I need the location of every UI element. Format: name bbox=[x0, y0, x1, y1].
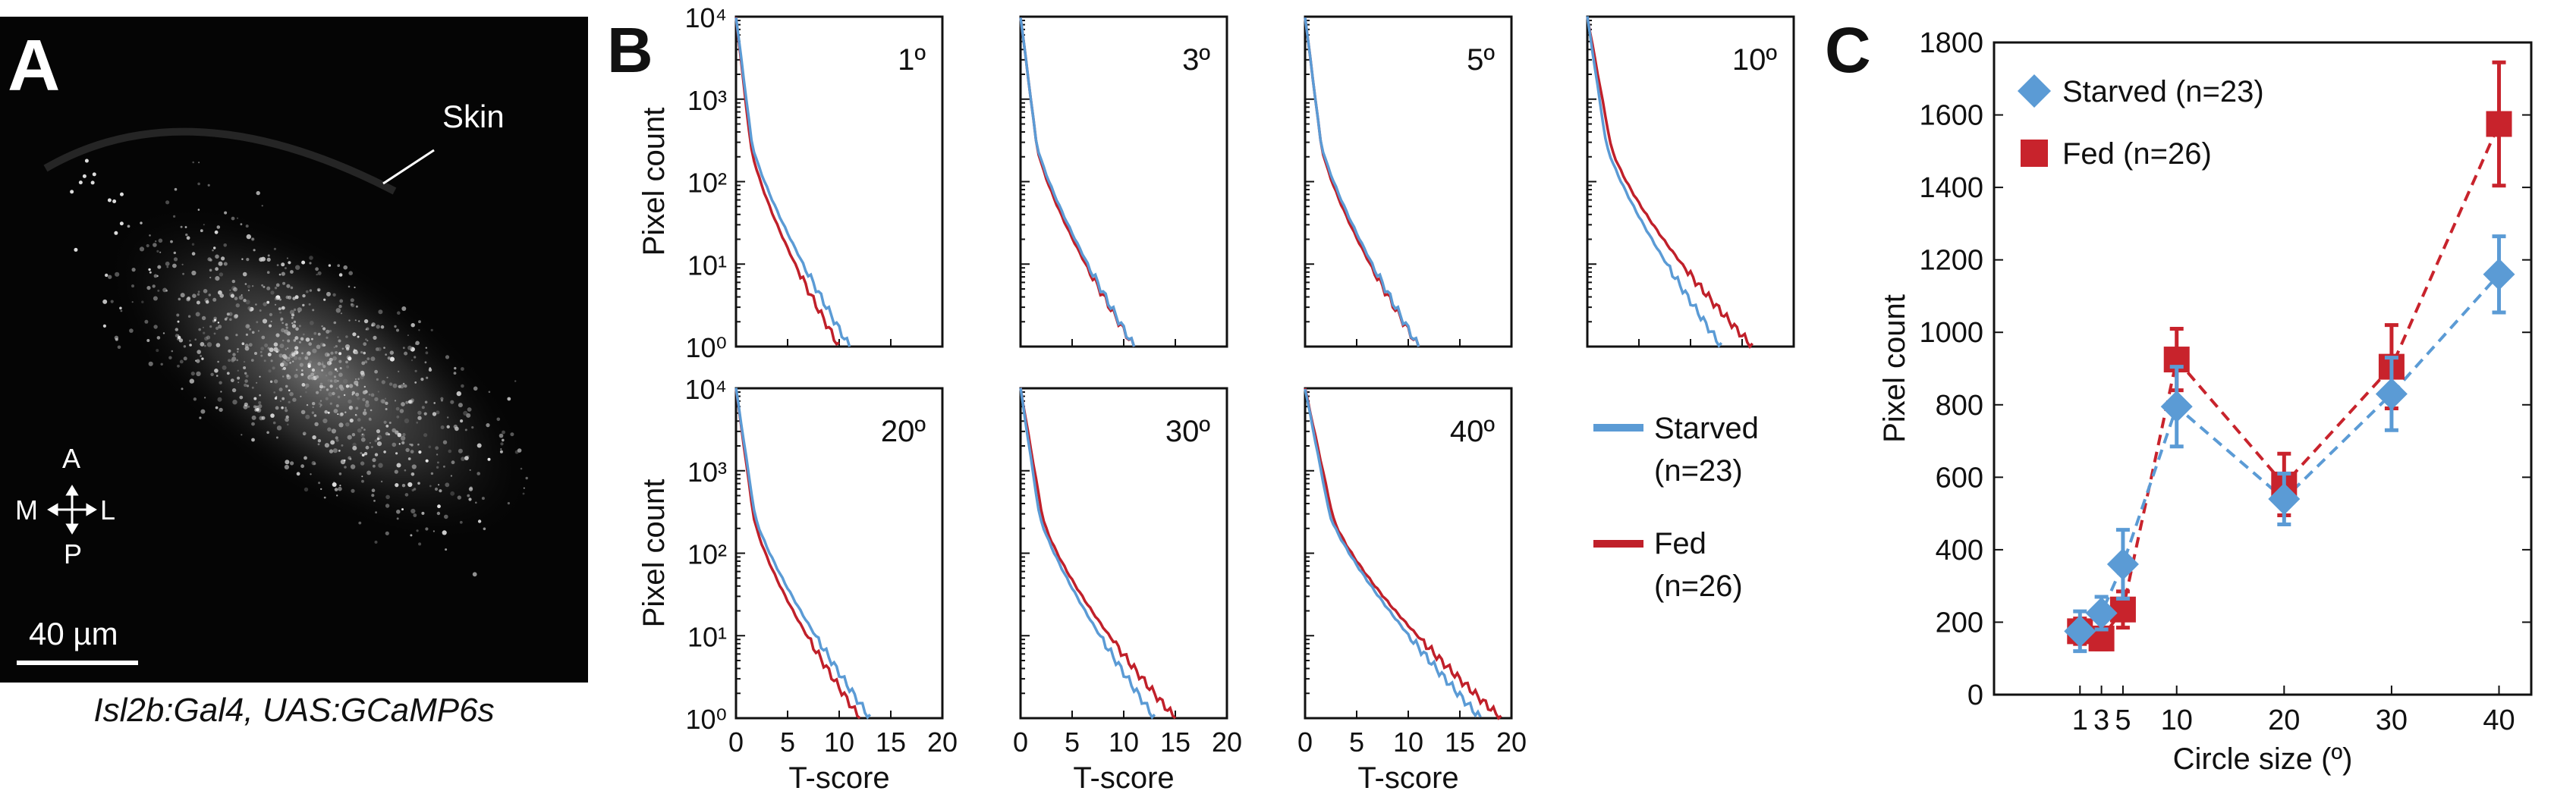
histogram-1: 1º 10⁰ 10¹ 10² 10³ 10⁴ Pixel count bbox=[637, 2, 944, 363]
legend-starved-n: (n=23) bbox=[1654, 454, 1743, 488]
y-tick-label: 10⁴ bbox=[684, 2, 727, 33]
x-tick-label: 20 bbox=[1212, 727, 1242, 758]
histogram-6: 30º 0 5 10 15 20 T-score bbox=[1013, 387, 1242, 794]
y-axis-label: Pixel count bbox=[637, 479, 671, 628]
y-tick-label: 10³ bbox=[687, 85, 727, 116]
x-tick-label: 0 bbox=[728, 727, 744, 758]
starved-curve bbox=[1304, 17, 1420, 347]
compass-medial: M bbox=[15, 494, 38, 526]
x-tick-label: 0 bbox=[1013, 727, 1028, 758]
starved-curve bbox=[734, 388, 872, 720]
legend-starved-label: Starved bbox=[1654, 412, 1759, 445]
x-tick-label: 5 bbox=[1065, 727, 1080, 758]
y-tick-label: 10⁰ bbox=[686, 704, 727, 735]
scale-bar-label: 40 µm bbox=[29, 616, 118, 651]
fluorescence-image bbox=[17, 127, 534, 665]
x-tick-label: 20 bbox=[927, 727, 958, 758]
x-tick-label: 15 bbox=[1160, 727, 1190, 758]
x-tick-label: 10 bbox=[1109, 727, 1139, 758]
skin-edge bbox=[43, 127, 397, 195]
fed-curve bbox=[734, 17, 840, 347]
x-axis-label: T-score bbox=[788, 761, 889, 794]
fed-curve bbox=[734, 388, 861, 720]
starved-curve bbox=[1304, 388, 1482, 718]
y-tick-label: 10⁴ bbox=[684, 374, 727, 405]
y-tick-label: 10³ bbox=[687, 457, 727, 488]
starved-curve bbox=[1019, 388, 1156, 720]
fluorescent-speckles bbox=[70, 158, 528, 577]
y-tick-label: 10¹ bbox=[687, 249, 727, 281]
compass-arrows bbox=[47, 485, 97, 535]
histogram-3: 5º bbox=[1304, 15, 1513, 348]
subplot-label: 3º bbox=[1182, 43, 1210, 77]
subplot-label: 40º bbox=[1450, 415, 1495, 448]
y-tick-label: 10¹ bbox=[687, 621, 727, 652]
skin-pointer-line bbox=[382, 149, 435, 185]
subplot-label: 5º bbox=[1467, 43, 1495, 77]
subplot-label: 10º bbox=[1732, 43, 1777, 77]
panel-letter-c: C bbox=[1825, 14, 1871, 86]
x-tick-label: 10 bbox=[1393, 727, 1423, 758]
x-tick-label: 15 bbox=[1445, 727, 1475, 758]
tissue-glow bbox=[103, 202, 534, 545]
fed-curve bbox=[1019, 17, 1136, 347]
y-tick-label: 10² bbox=[687, 539, 727, 570]
histogram-2: 3º bbox=[1019, 15, 1228, 348]
x-axis-label: T-score bbox=[1357, 761, 1458, 794]
subplot-label: 1º bbox=[898, 43, 926, 77]
x-tick-label: 5 bbox=[1349, 727, 1364, 758]
starved-curve bbox=[1586, 16, 1723, 348]
legend-fed-n: (n=26) bbox=[1654, 570, 1743, 603]
microscopy-image: A Skin A M L P 40 µm bbox=[0, 17, 588, 683]
legend-fed-label: Fed bbox=[1654, 527, 1706, 560]
histogram-7: 40º 0 5 10 15 20 T-score bbox=[1297, 387, 1527, 794]
compass-lateral: L bbox=[100, 494, 116, 526]
x-tick-label: 0 bbox=[1297, 727, 1313, 758]
fed-curve bbox=[1019, 388, 1177, 720]
panel-letter-a: A bbox=[8, 25, 61, 106]
scale-bar bbox=[17, 661, 138, 665]
panel-letter-b: B bbox=[607, 14, 653, 86]
histogram-legend: Starved (n=23) Fed (n=26) bbox=[1593, 412, 1759, 603]
starved-curve bbox=[734, 17, 851, 347]
histogram-5: 20º 10⁰ 10¹ 10² 10³ 10⁴ Pixel count 0 5 10 15 20 T-s… bbox=[637, 374, 958, 794]
fed-curve bbox=[1586, 16, 1754, 350]
fed-curve bbox=[1304, 388, 1502, 720]
fed-curve bbox=[1304, 17, 1420, 347]
subplot-label: 30º bbox=[1165, 415, 1210, 448]
histogram-4: 10º bbox=[1586, 15, 1795, 350]
x-tick-label: 10 bbox=[824, 727, 854, 758]
compass-anterior: A bbox=[62, 443, 81, 474]
x-tick-label: 20 bbox=[1496, 727, 1527, 758]
starved-curve bbox=[1019, 17, 1136, 347]
subplot-label: 20º bbox=[881, 415, 926, 448]
x-axis-label: T-score bbox=[1073, 761, 1174, 794]
y-tick-label: 10² bbox=[687, 168, 727, 199]
skin-label: Skin bbox=[442, 99, 505, 134]
x-tick-label: 15 bbox=[876, 727, 906, 758]
y-axis-label: Pixel count bbox=[637, 108, 671, 256]
x-tick-label: 5 bbox=[780, 727, 795, 758]
panel-a-caption: Isl2b:Gal4, UAS:GCaMP6s bbox=[93, 692, 495, 729]
y-tick-label: 10⁰ bbox=[686, 332, 727, 363]
compass-posterior: P bbox=[64, 538, 83, 570]
